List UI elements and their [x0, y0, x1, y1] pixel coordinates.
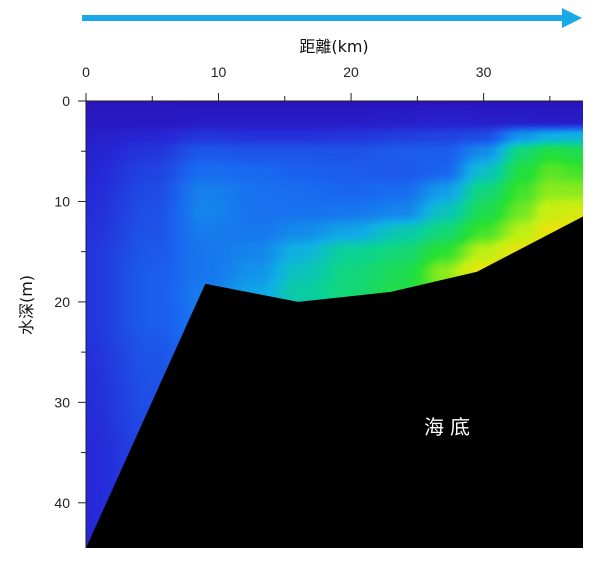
y-tick-label: 40 — [54, 495, 70, 511]
seabed-area — [86, 216, 583, 548]
direction-arrow — [82, 8, 582, 28]
y-axis-ticks: 0 10 20 30 40 — [54, 93, 86, 511]
y-tick-label: 20 — [54, 294, 70, 310]
y-axis-title: 水深(m) — [17, 275, 36, 335]
x-axis-title: 距離(km) — [299, 37, 368, 56]
axes-frame — [85, 100, 583, 548]
plot-area: 海底 — [86, 101, 583, 548]
x-tick-label: 20 — [343, 64, 359, 80]
x-tick-label: 10 — [211, 64, 227, 80]
y-tick-label: 30 — [54, 394, 70, 410]
y-tick-label: 10 — [54, 193, 70, 209]
x-tick-label: 0 — [82, 64, 90, 80]
x-tick-label: 30 — [476, 64, 492, 80]
y-tick-label: 0 — [62, 93, 70, 109]
seabed-label: 海底 — [424, 415, 476, 439]
arrow-head — [562, 8, 582, 28]
x-axis-ticks: 0 10 20 30 — [82, 64, 551, 101]
